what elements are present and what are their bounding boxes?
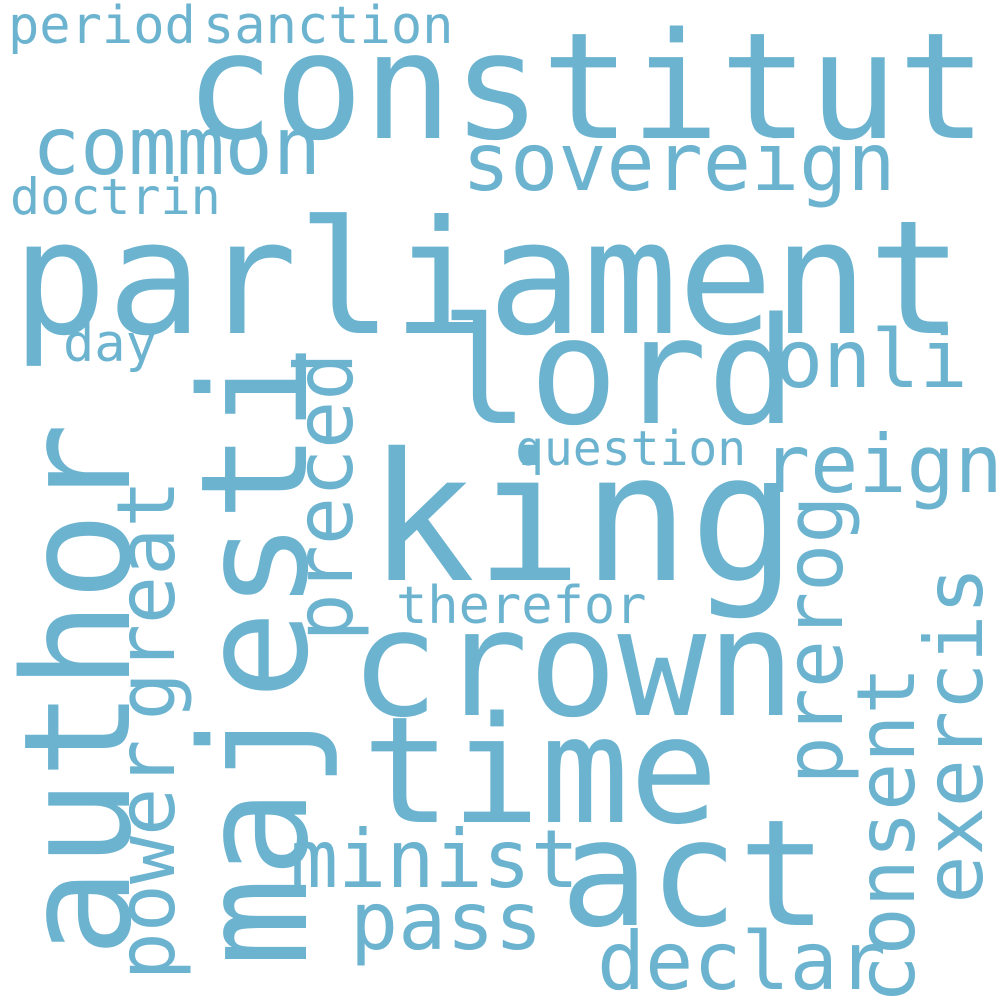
word-pass: pass	[350, 875, 543, 968]
word-exercis: exercis	[908, 566, 1000, 904]
word-time: time	[362, 685, 719, 857]
word-therefor: therefor	[396, 576, 647, 636]
word-crown: crown	[350, 578, 796, 750]
word-sovereign: sovereign	[462, 116, 896, 209]
word-act: act	[560, 788, 828, 960]
word-question: question	[515, 421, 747, 477]
word-constitut: constitut	[185, 1, 987, 173]
word-lord: lord	[440, 286, 797, 458]
word-reign: reign	[762, 418, 1000, 511]
word-day: day	[63, 314, 157, 374]
word-period: period	[8, 0, 196, 56]
word-doctrin: doctrin	[10, 168, 221, 226]
word-parliament: parliament	[12, 187, 964, 371]
word-sanction: sanction	[203, 0, 454, 56]
word-preced: preced	[278, 352, 371, 642]
word-onli: onli	[775, 313, 968, 406]
word-minist: minist	[290, 813, 579, 906]
word-king: king	[368, 415, 797, 622]
word-common: common	[32, 100, 321, 193]
word-declar: declar	[597, 915, 886, 1000]
